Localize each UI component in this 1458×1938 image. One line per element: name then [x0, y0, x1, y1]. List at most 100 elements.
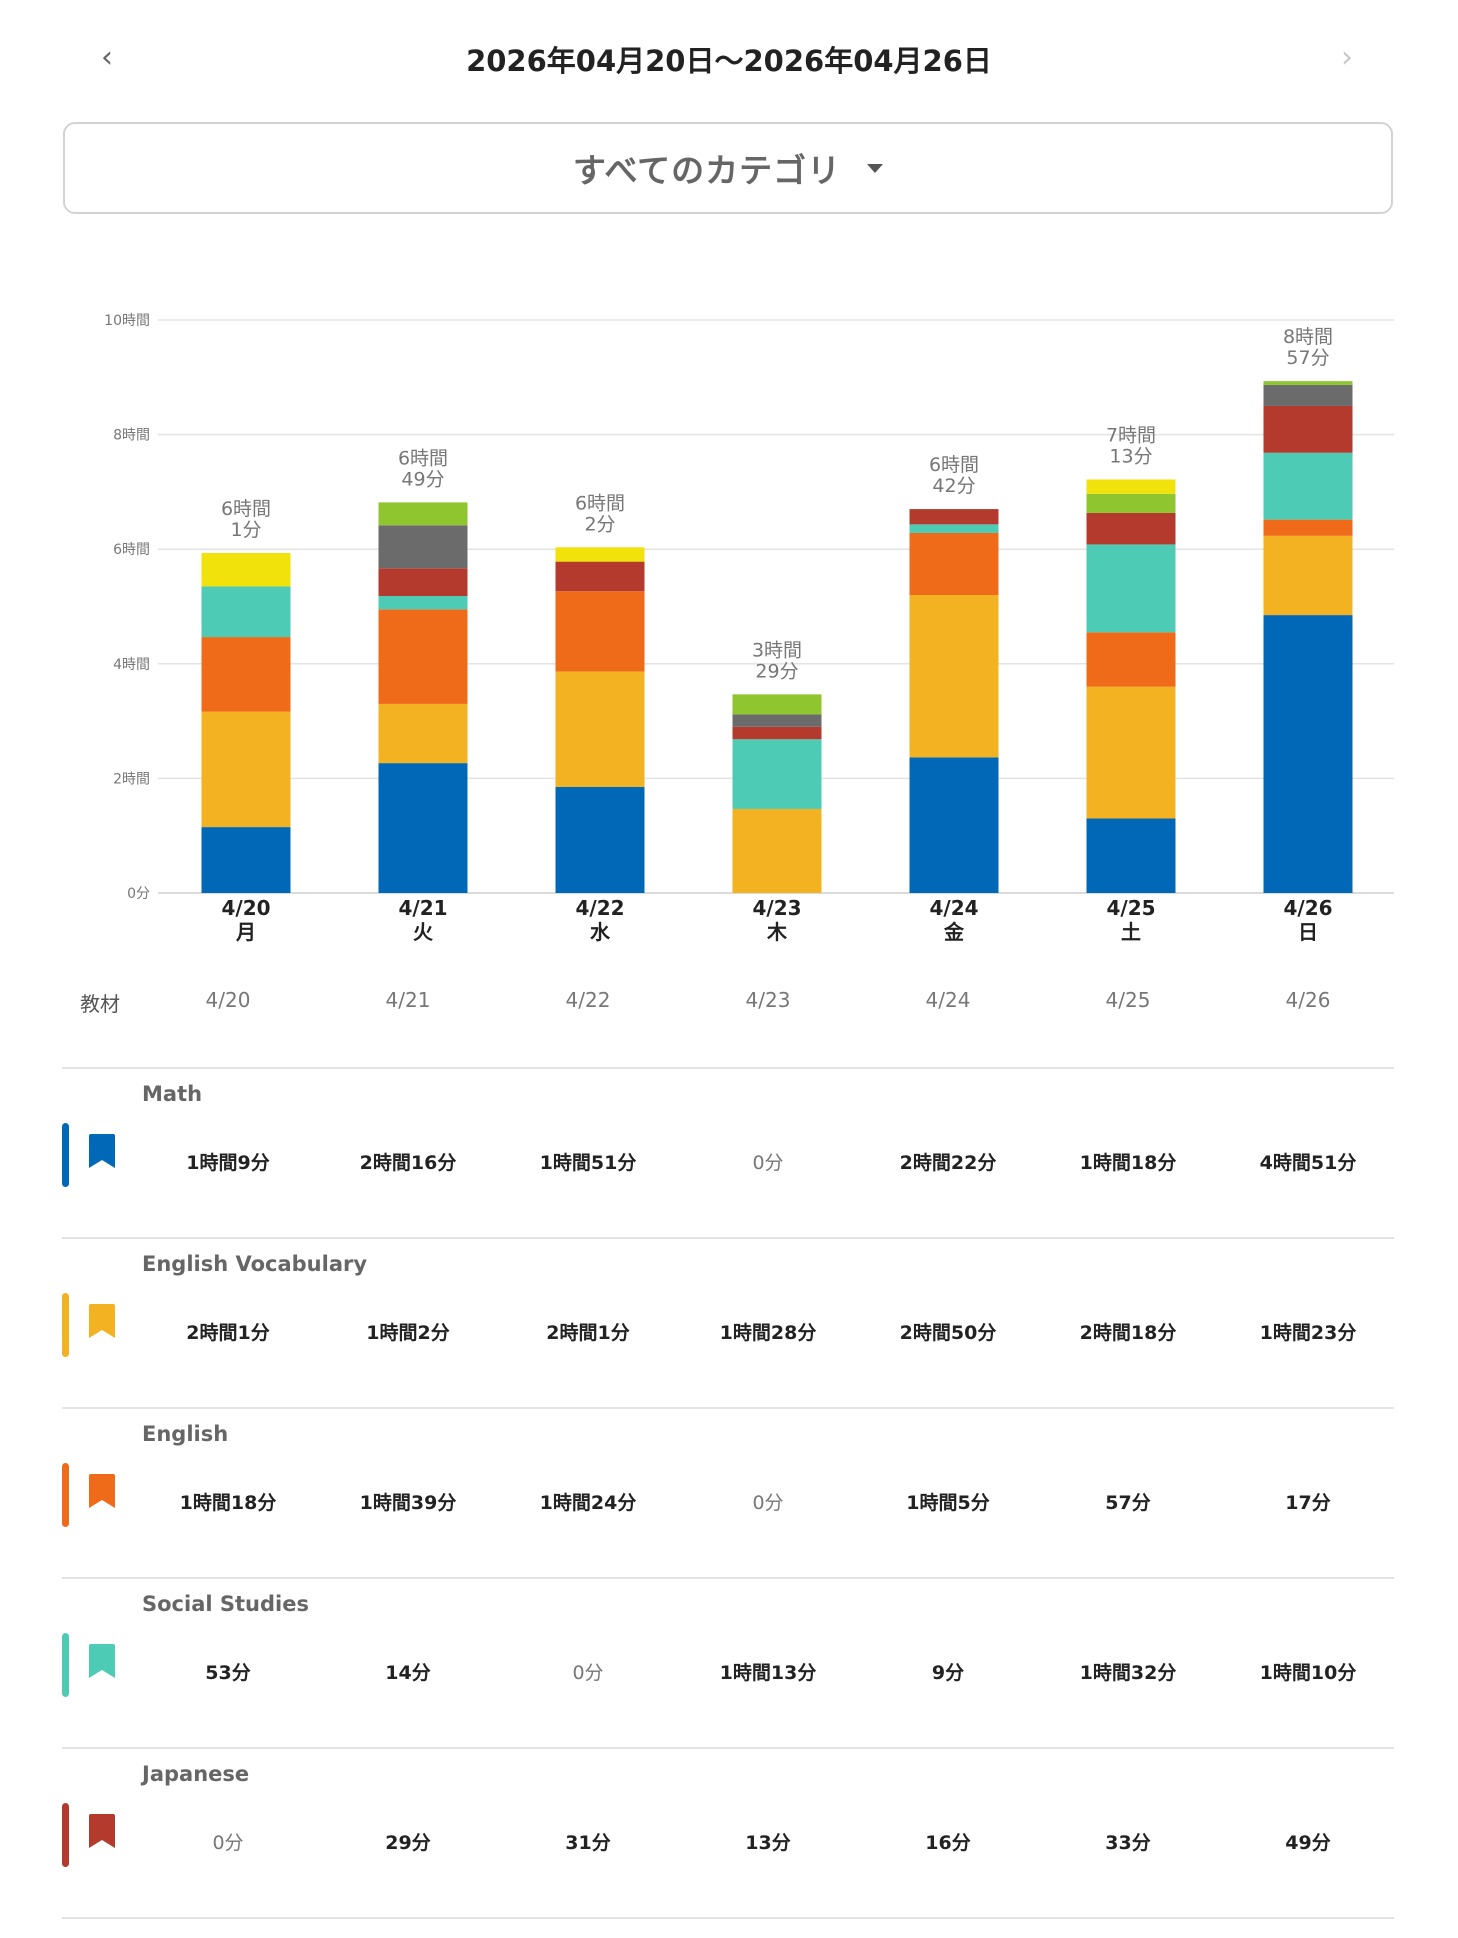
chevron-left-icon[interactable]: ‹ [101, 40, 113, 75]
category-value: 1時間39分 [359, 1492, 457, 1514]
x-tick-weekday: 日 [1298, 920, 1318, 944]
x-tick-label: 4/24 [929, 896, 978, 920]
header: ‹ 2026年04月20日〜2026年04月26日 › [0, 0, 1458, 118]
table-header-date: 4/22 [565, 988, 611, 1012]
category-value: 13分 [745, 1832, 791, 1854]
bar-segment [555, 671, 645, 787]
bar-segment [378, 703, 468, 764]
bookmark-icon [89, 1304, 115, 1338]
category-name: Japanese [142, 1762, 250, 1786]
bar-segment [1086, 818, 1176, 893]
bar-total-minutes: 49分 [401, 468, 444, 490]
chevron-right-icon[interactable]: › [1341, 40, 1353, 75]
x-tick-weekday: 金 [943, 920, 965, 944]
table-header-date: 4/26 [1285, 988, 1331, 1012]
bar-segment [1263, 535, 1353, 616]
table-header-date: 4/23 [745, 988, 791, 1012]
category-value: 2時間18分 [1079, 1322, 1177, 1344]
bar-segment [378, 502, 468, 526]
bookmark-icon [89, 1814, 115, 1848]
bookmark-icon [89, 1644, 115, 1678]
bar-segment [1086, 686, 1176, 819]
bar-total-minutes: 13分 [1109, 445, 1152, 467]
category-dropdown[interactable]: すべてのカテゴリ [63, 122, 1393, 214]
divider [62, 1407, 1394, 1409]
category-color-bar [62, 1633, 69, 1697]
category-value: 33分 [1105, 1832, 1151, 1854]
bookmark-icon [89, 1474, 115, 1508]
category-value: 0分 [212, 1832, 244, 1854]
bar-segment [909, 595, 999, 758]
bar-segment [1263, 519, 1353, 536]
category-value: 1時間10分 [1259, 1662, 1357, 1684]
category-name: English [142, 1422, 229, 1446]
category-value: 0分 [752, 1152, 784, 1174]
bar-total-minutes: 42分 [932, 475, 975, 497]
bar-segment [1086, 493, 1176, 513]
category-value: 1時間5分 [906, 1492, 990, 1514]
bar-segment [732, 808, 822, 893]
category-value: 1時間18分 [179, 1492, 277, 1514]
bar-segment [201, 637, 291, 712]
divider [62, 1747, 1394, 1749]
bar-total-minutes: 29分 [755, 660, 798, 682]
y-tick-label: 0分 [127, 886, 150, 902]
x-tick-weekday: 水 [590, 920, 611, 944]
category-row-math[interactable]: Math 1時間9分 2時間16分 1時間51分 0分 2時間22分 1時間18… [0, 1068, 1458, 1236]
category-row-social-studies[interactable]: Social Studies 53分 14分 0分 1時間13分 9分 1時間3… [0, 1578, 1458, 1746]
category-value: 2時間1分 [546, 1322, 630, 1344]
bar-segment [909, 532, 999, 596]
bar-total-hours: 7時間 [1106, 424, 1156, 446]
bar-segment [1263, 381, 1353, 385]
x-tick-label: 4/25 [1106, 896, 1155, 920]
x-tick-label: 4/23 [752, 896, 801, 920]
category-row-japanese[interactable]: Japanese 0分 29分 31分 13分 16分 33分 49分 [0, 1748, 1458, 1916]
x-tick-label: 4/20 [221, 896, 270, 920]
category-value: 49分 [1285, 1832, 1331, 1854]
x-tick-label: 4/26 [1283, 896, 1332, 920]
category-value: 17分 [1285, 1492, 1331, 1514]
bar-total-hours: 6時間 [575, 492, 625, 514]
category-color-bar [62, 1463, 69, 1527]
category-color-bar [62, 1293, 69, 1357]
bar-total-hours: 3時間 [752, 639, 802, 661]
divider [62, 1237, 1394, 1239]
bar-segment [732, 694, 822, 715]
x-tick-weekday: 月 [235, 920, 256, 944]
y-tick-label: 6時間 [113, 542, 150, 558]
category-value: 31分 [565, 1832, 611, 1854]
bar-segment [732, 714, 822, 727]
category-value: 53分 [205, 1662, 251, 1684]
bar-segment [555, 591, 645, 672]
study-time-chart: 0分2時間4時間6時間8時間10時間6時間1分4/20月6時間49分4/21火6… [104, 313, 1394, 944]
category-value: 4時間51分 [1259, 1152, 1357, 1174]
category-value: 2時間16分 [359, 1152, 457, 1174]
y-tick-label: 10時間 [104, 313, 150, 329]
category-row-english[interactable]: English 1時間18分 1時間39分 1時間24分 0分 1時間5分 57… [0, 1408, 1458, 1576]
bar-segment [378, 595, 468, 610]
bar-segment [201, 586, 291, 638]
category-value: 0分 [752, 1492, 784, 1514]
divider [62, 1917, 1394, 1919]
bar-segment [1263, 452, 1353, 520]
bar-total-hours: 6時間 [221, 498, 271, 520]
category-name: Math [142, 1082, 203, 1106]
x-tick-label: 4/21 [398, 896, 447, 920]
category-value: 1時間2分 [366, 1322, 450, 1344]
y-tick-label: 4時間 [113, 657, 150, 673]
category-dropdown-label: すべてのカテゴリ [572, 151, 842, 190]
category-color-bar [62, 1123, 69, 1187]
divider [62, 1577, 1394, 1579]
category-value: 2時間1分 [186, 1322, 270, 1344]
bar-total-hours: 6時間 [929, 454, 979, 476]
x-tick-weekday: 火 [413, 920, 434, 944]
bar-segment [1086, 512, 1176, 545]
category-row-english-vocabulary[interactable]: English Vocabulary 2時間1分 1時間2分 2時間1分 1時間… [0, 1238, 1458, 1406]
category-value: 1時間18分 [1079, 1152, 1177, 1174]
x-tick-label: 4/22 [575, 896, 624, 920]
bar-total-minutes: 2分 [584, 513, 615, 535]
bar-segment [732, 726, 822, 740]
category-value: 9分 [931, 1662, 965, 1684]
y-tick-label: 2時間 [113, 771, 150, 787]
table-header-label: 教材 [80, 992, 120, 1016]
